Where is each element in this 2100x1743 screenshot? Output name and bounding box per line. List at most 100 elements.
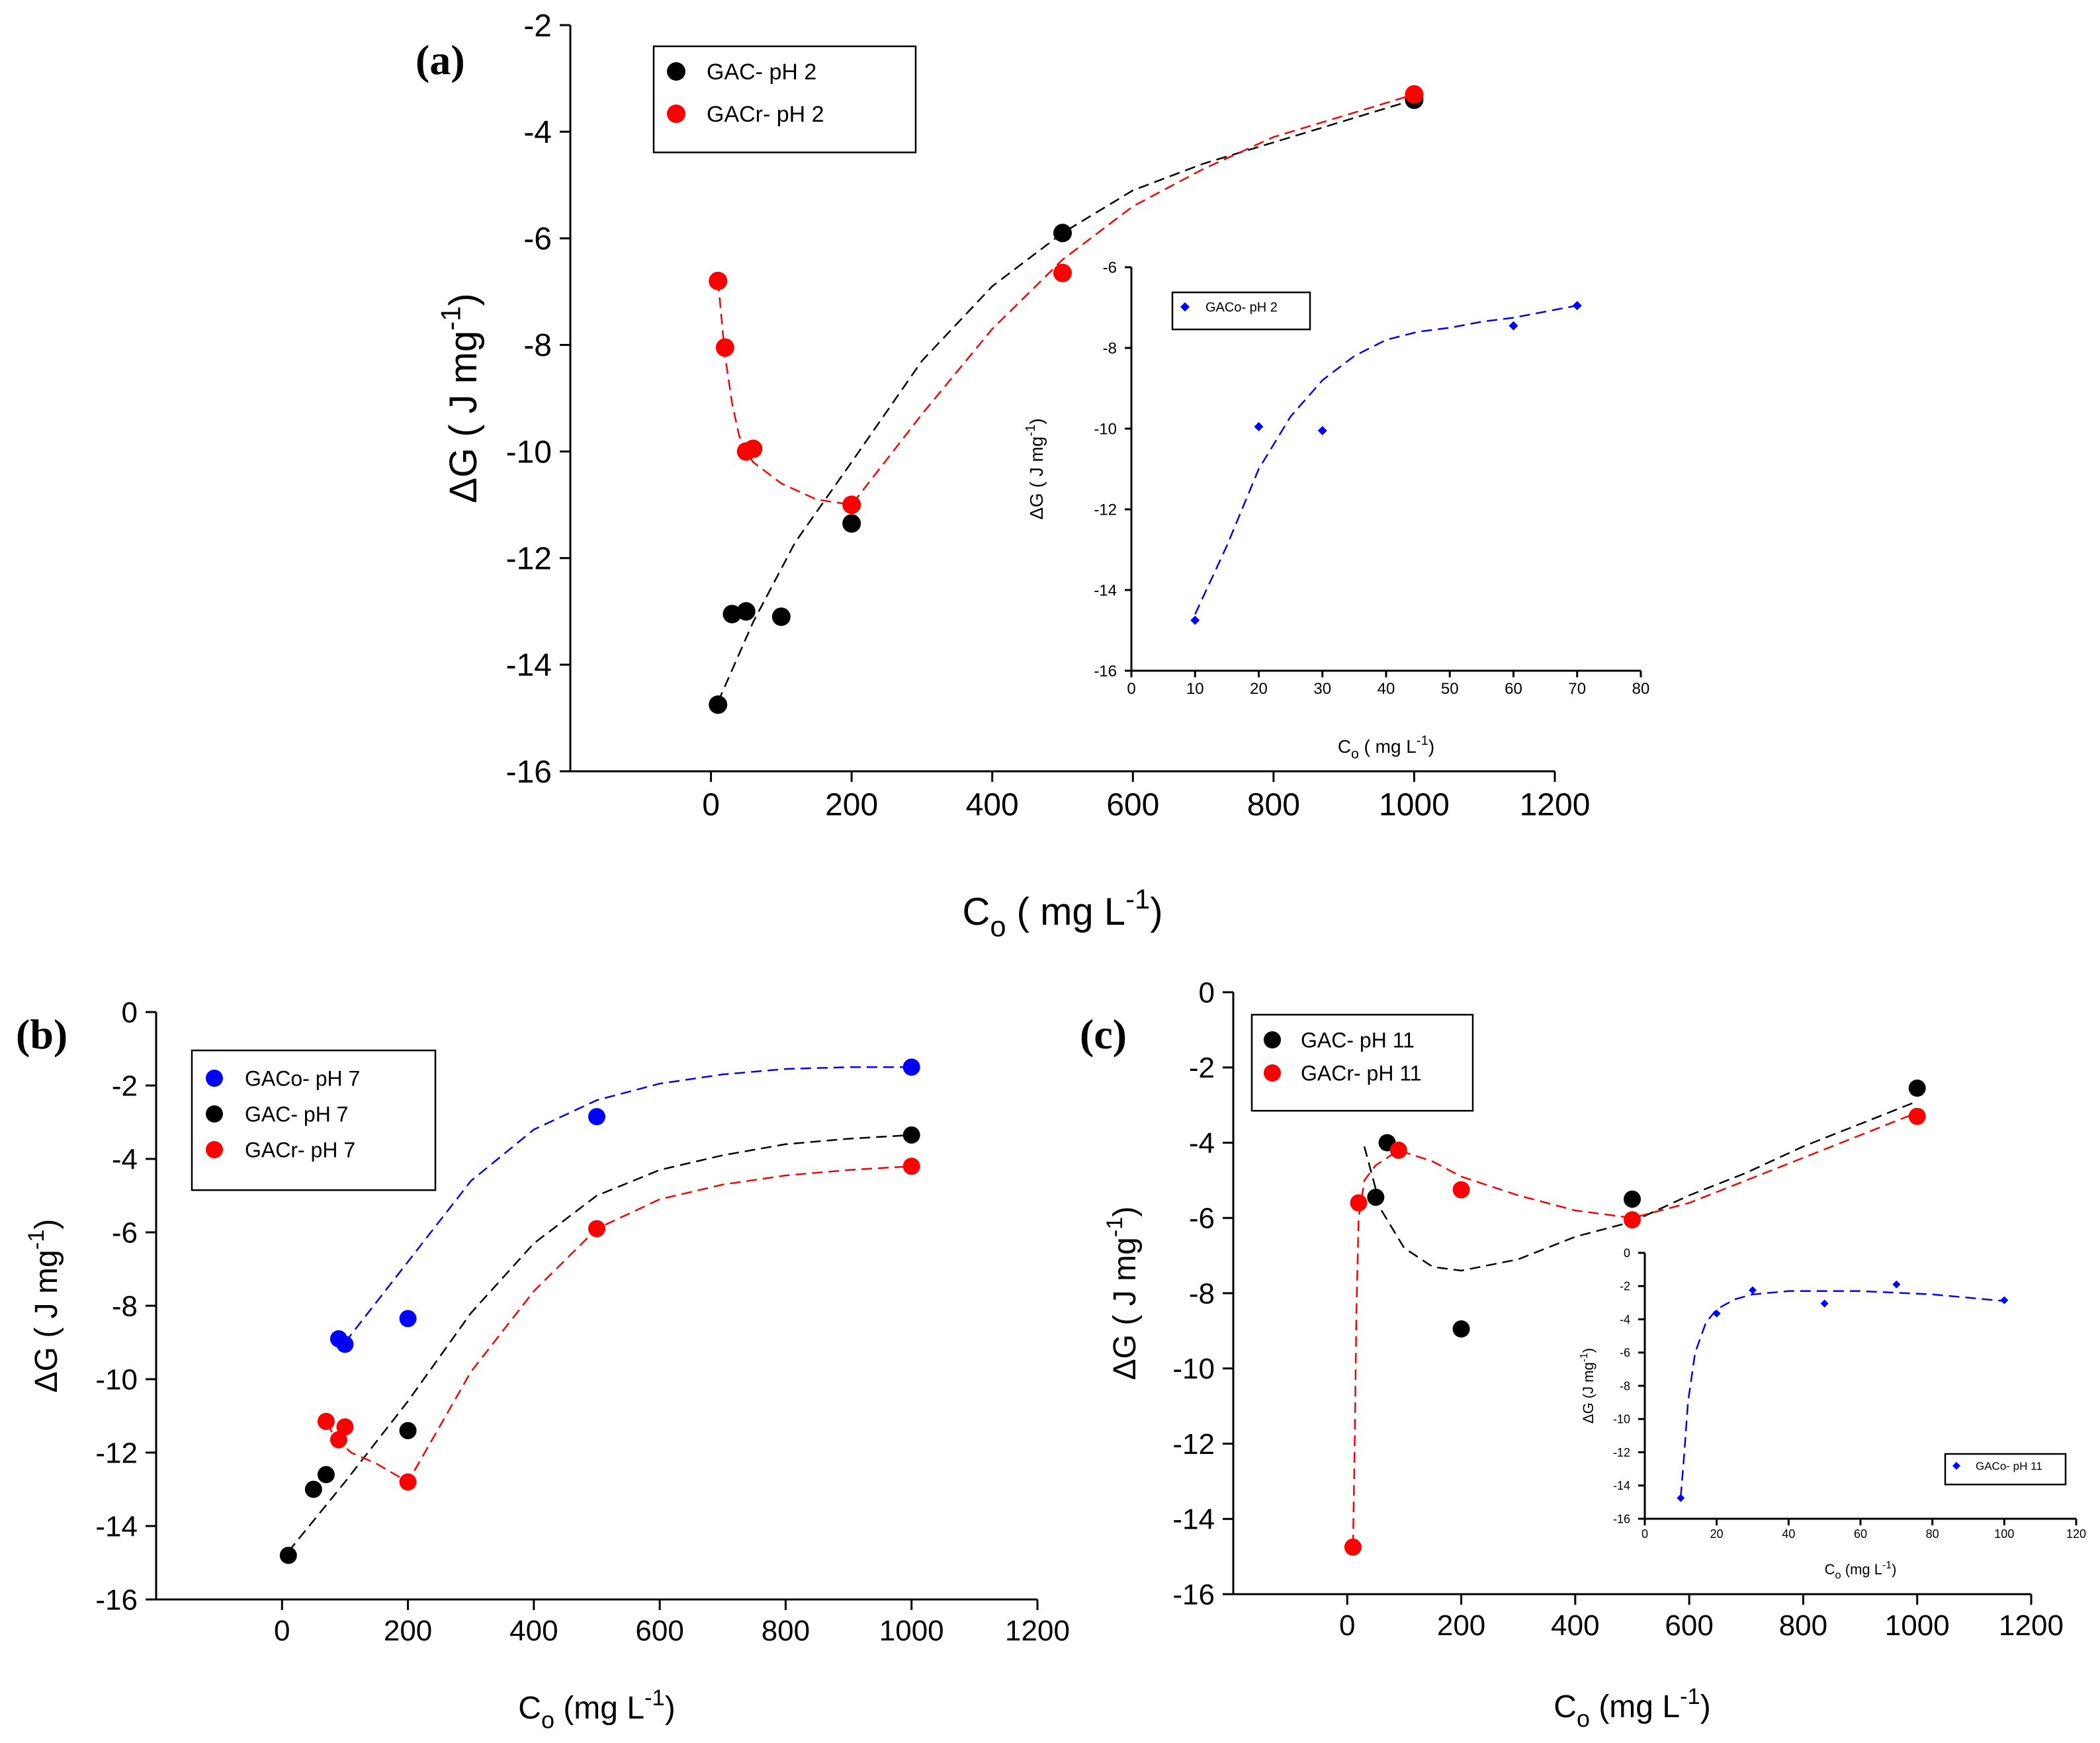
y-tick-label: 0 [1624, 1246, 1630, 1259]
x-tick-label: 600 [1665, 1609, 1713, 1642]
data-point-gacr-ph-2 [842, 495, 861, 515]
y-tick-label: -4 [1189, 1127, 1215, 1160]
y-tick-label: -12 [1172, 1428, 1215, 1461]
data-point-gacr-ph-7 [317, 1412, 335, 1430]
x-tick-label: 80 [1926, 1527, 1939, 1541]
x-tick-label: 0 [1127, 680, 1135, 698]
legend-label: GACr- pH 2 [707, 102, 824, 127]
y-axis-title: ΔG ( J mg-1) [24, 1219, 64, 1393]
data-point-gacr-ph-11 [1908, 1107, 1926, 1125]
y-tick-label: -6 [112, 1216, 138, 1249]
chart-panel-b: -16 -14 -12 -10 -8 -6 -4 -2 0 0 200 400 600 800 1000 12… [24, 996, 1070, 1733]
x-tick-label: 1000 [879, 1615, 944, 1647]
x-tick-label: 80 [1632, 680, 1650, 698]
data-point-gaco-ph-2 [1190, 615, 1200, 625]
x-tick-label: 1000 [1379, 787, 1450, 822]
y-axis-title: ΔG ( J mg-1) [1024, 418, 1047, 519]
data-point-gac-ph-11 [1624, 1190, 1641, 1208]
legend-label: GACr- pH 7 [245, 1138, 355, 1162]
x-tick-label: 120 [2066, 1527, 2086, 1541]
fit-curve-gac-ph-11 [1363, 1100, 1918, 1272]
y-tick-label: -16 [1613, 1512, 1630, 1525]
y-tick-label: -6 [1103, 259, 1117, 276]
x-tick-label: 400 [1551, 1609, 1599, 1642]
y-tick-label: -2 [112, 1070, 138, 1102]
x-axis-title: Co (mg L-1) [518, 1685, 675, 1734]
chart-panel-c: -16-14-12-10-8-6-4-200 200 400 600 800 1000 12… [1102, 976, 2064, 1732]
x-tick-label: 20 [1250, 680, 1268, 698]
data-point-gacr-ph-11 [1452, 1181, 1470, 1199]
chart-panel-c-inset: -16 -14 -12 -10 -8 -6 -4 -2 0 0 20 40 60 80 100 120 Co (… [1579, 1246, 2086, 1581]
y-tick-label: -16 [506, 755, 552, 790]
y-axis-title: ΔG (J mg-1) [1579, 1348, 1597, 1424]
y-tick-label: -12 [506, 542, 552, 577]
x-tick-label: 0 [1339, 1609, 1355, 1642]
data-point-gac-ph-7 [317, 1466, 335, 1484]
legend-marker [206, 1105, 223, 1123]
legend: GAC- pH 2 GACr- pH 2 [652, 45, 917, 153]
x-tick-label: 600 [1106, 787, 1159, 822]
legend-label: GAC- pH 11 [1301, 1029, 1415, 1052]
y-tick-label: -4 [1620, 1313, 1630, 1326]
data-point-gac-ph-7 [902, 1126, 920, 1144]
data-point-gacr-ph-2 [1053, 263, 1072, 282]
data-point-gaco-ph-11 [2000, 1296, 2009, 1304]
fit-curve-gacr-ph-2 [717, 93, 1415, 506]
y-tick-label: -10 [506, 435, 552, 470]
data-point-gac-ph-2 [736, 602, 756, 621]
legend-label: GACo- pH 11 [1976, 1460, 2042, 1472]
data-point-gacr-ph-7 [902, 1158, 920, 1175]
legend-marker [1952, 1462, 1960, 1470]
y-tick-label: -8 [1620, 1379, 1630, 1392]
data-point-gacr-ph-2 [744, 439, 763, 458]
legend-marker [667, 62, 685, 81]
data-point-gacr-ph-7 [329, 1431, 347, 1449]
fit-curve-gaco-ph-11 [1680, 1290, 2005, 1498]
fit-curve-gaco-ph-2 [1194, 304, 1578, 615]
data-point-gaco-ph-7 [588, 1108, 605, 1126]
x-tick-label: 0 [1641, 1527, 1648, 1541]
x-tick-label: 200 [1437, 1609, 1485, 1642]
panel-label-b: (b) [16, 1011, 67, 1058]
x-tick-label: 400 [966, 787, 1019, 822]
y-tick-label: -4 [112, 1143, 138, 1175]
y-tick-label: -16 [1172, 1578, 1215, 1611]
data-point-gaco-ph-11 [1712, 1309, 1721, 1318]
y-tick-label: -8 [523, 328, 552, 363]
data-point-gaco-ph-2 [1572, 300, 1582, 310]
panel-label-a: (a) [416, 36, 465, 83]
y-tick-label: -8 [1189, 1277, 1215, 1310]
legend-marker [206, 1070, 223, 1087]
y-tick-label: 0 [122, 996, 138, 1029]
data-point-gaco-ph-11 [1677, 1494, 1685, 1502]
y-tick-label: -14 [1172, 1504, 1215, 1536]
data-point-gaco-ph-2 [1254, 421, 1264, 431]
x-axis-title: Co (mg L-1) [1825, 1560, 1897, 1582]
chart-panel-a-inset: -16 -14 -12 -10 -8 -6 0 10 20 30 40 50 60 70 80 Co ( mg… [1024, 259, 1649, 761]
data-point-gac-ph-11 [1367, 1188, 1385, 1206]
data-point-gaco-ph-11 [1820, 1299, 1829, 1308]
data-point-gaco-ph-2 [1509, 321, 1518, 331]
data-point-gacr-ph-11 [1389, 1141, 1407, 1159]
fit-curve-gac-ph-2 [717, 99, 1415, 702]
data-point-gaco-ph-2 [1317, 426, 1327, 436]
x-tick-label: 50 [1441, 680, 1459, 698]
y-tick-label: -6 [1620, 1346, 1630, 1359]
y-tick-label: 0 [1199, 976, 1215, 1009]
x-tick-label: 1200 [1999, 1609, 2064, 1642]
fit-curve-gacr-ph-11 [1352, 1111, 1918, 1546]
x-tick-label: 400 [509, 1615, 558, 1647]
x-tick-label: 1200 [1520, 787, 1591, 822]
x-tick-label: 60 [1854, 1527, 1867, 1541]
legend-box [191, 1049, 437, 1191]
data-point-gaco-ph-7 [902, 1058, 920, 1076]
y-tick-label: -16 [1094, 662, 1117, 680]
chart-panel-a: -16-14-12-10-8-6-4-20 200 400 600 800 1000 120… [435, 9, 1591, 943]
x-axis-title: Co ( mg L-1) [962, 884, 1162, 943]
x-tick-label: 1000 [1885, 1609, 1950, 1642]
fit-curve-gac-ph-7 [287, 1134, 912, 1552]
legend: GAC- pH 11 GACr- pH 11 [1250, 1013, 1474, 1112]
x-tick-label: 0 [274, 1615, 290, 1647]
data-point-gac-ph-2 [1053, 224, 1072, 243]
